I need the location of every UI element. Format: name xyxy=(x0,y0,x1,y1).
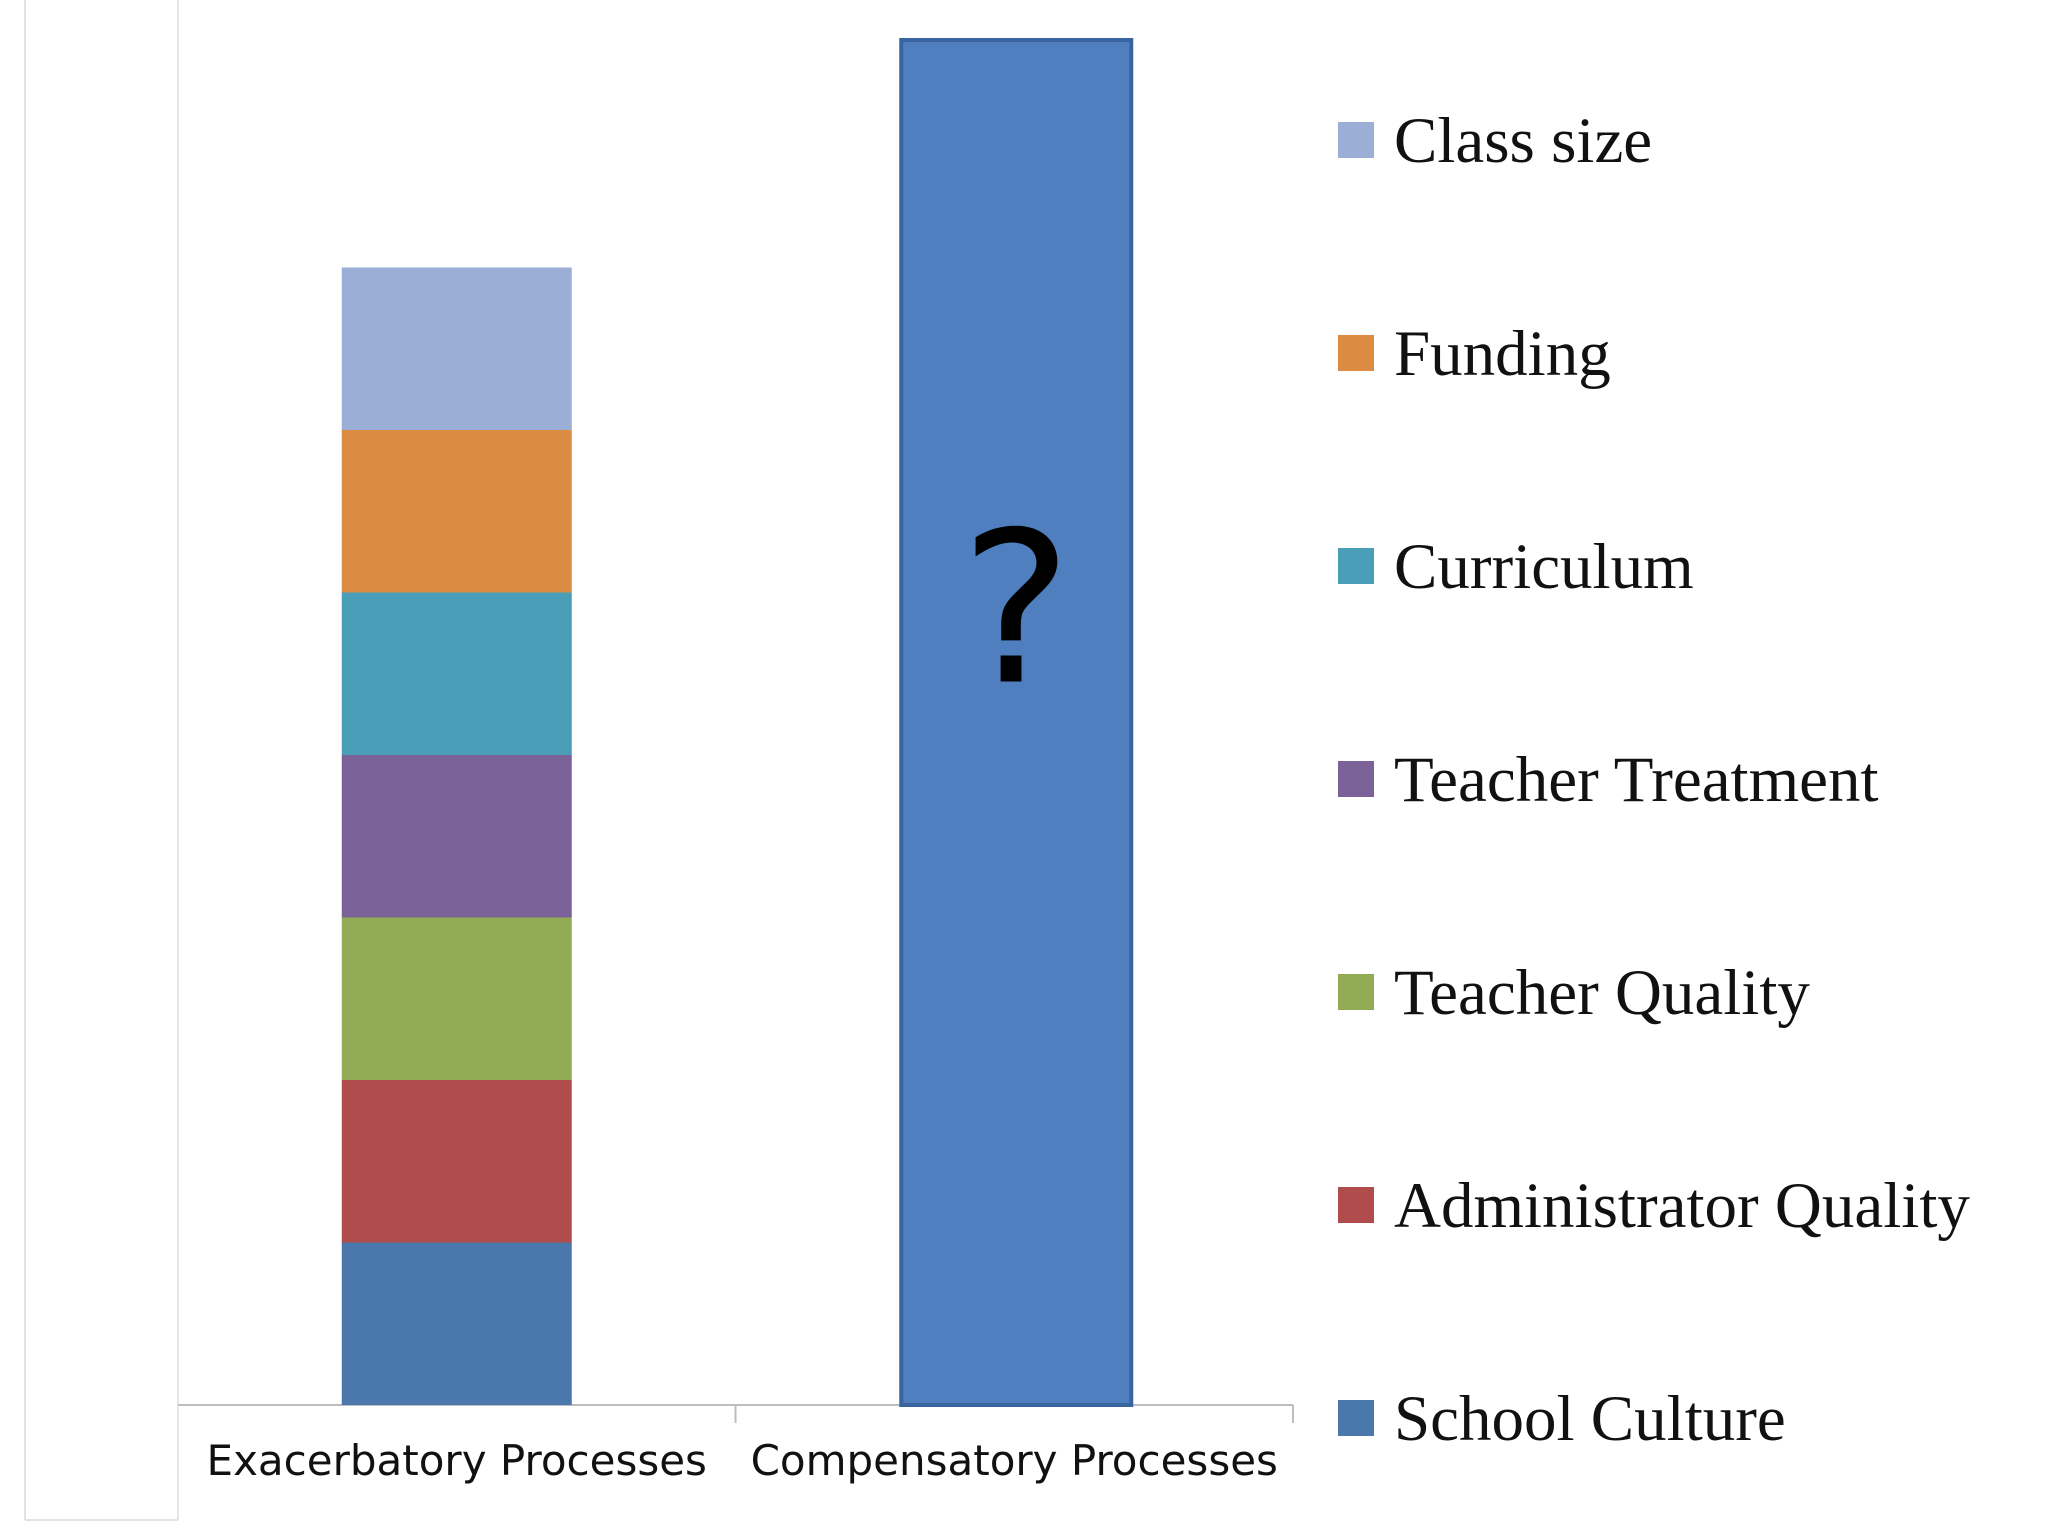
unknown-value-label: ? xyxy=(961,487,1072,732)
category-label: Exacerbatory Processes xyxy=(207,1436,707,1485)
legend-swatch xyxy=(1338,761,1374,797)
legend-item: Teacher Quality xyxy=(1338,957,1810,1029)
category-labels: Exacerbatory Processes Compensatory Proce… xyxy=(207,1436,1278,1485)
legend-item: Curriculum xyxy=(1338,531,1694,603)
legend-label: Class size xyxy=(1394,105,1652,177)
bar-segment-class-size xyxy=(341,267,572,430)
legend-label: School Culture xyxy=(1394,1383,1786,1455)
legend-swatch xyxy=(1338,1187,1374,1223)
bar-segment-funding xyxy=(341,430,572,593)
legend-item: Class size xyxy=(1338,105,1652,177)
legend-swatch xyxy=(1338,974,1374,1010)
legend-swatch xyxy=(1338,548,1374,584)
bar-segment-curriculum xyxy=(341,592,572,755)
legend-swatch xyxy=(1338,1400,1374,1436)
bar-segment-school-culture xyxy=(341,1242,572,1405)
bars: ? xyxy=(341,38,1134,1407)
legend-item: Administrator Quality xyxy=(1338,1170,1970,1242)
legend-item: Funding xyxy=(1338,318,1611,390)
legend-label: Administrator Quality xyxy=(1394,1170,1970,1242)
legend-label: Funding xyxy=(1394,318,1611,390)
bar-segment-administrator-quality xyxy=(341,1080,572,1243)
legend: Class size Funding Curriculum Teacher Treat… xyxy=(1338,105,1970,1455)
category-label: Compensatory Processes xyxy=(751,1436,1278,1485)
bar-segment-teacher-treatment xyxy=(341,755,572,918)
legend-label: Teacher Quality xyxy=(1394,957,1810,1029)
bar-segment-teacher-quality xyxy=(341,917,572,1080)
legend-label: Teacher Treatment xyxy=(1394,744,1879,816)
legend-item: School Culture xyxy=(1338,1383,1786,1455)
legend-item: Teacher Treatment xyxy=(1338,744,1879,816)
legend-swatch xyxy=(1338,335,1374,371)
legend-label: Curriculum xyxy=(1394,531,1694,603)
bar-unknown xyxy=(899,38,1134,1407)
legend-swatch xyxy=(1338,122,1374,158)
